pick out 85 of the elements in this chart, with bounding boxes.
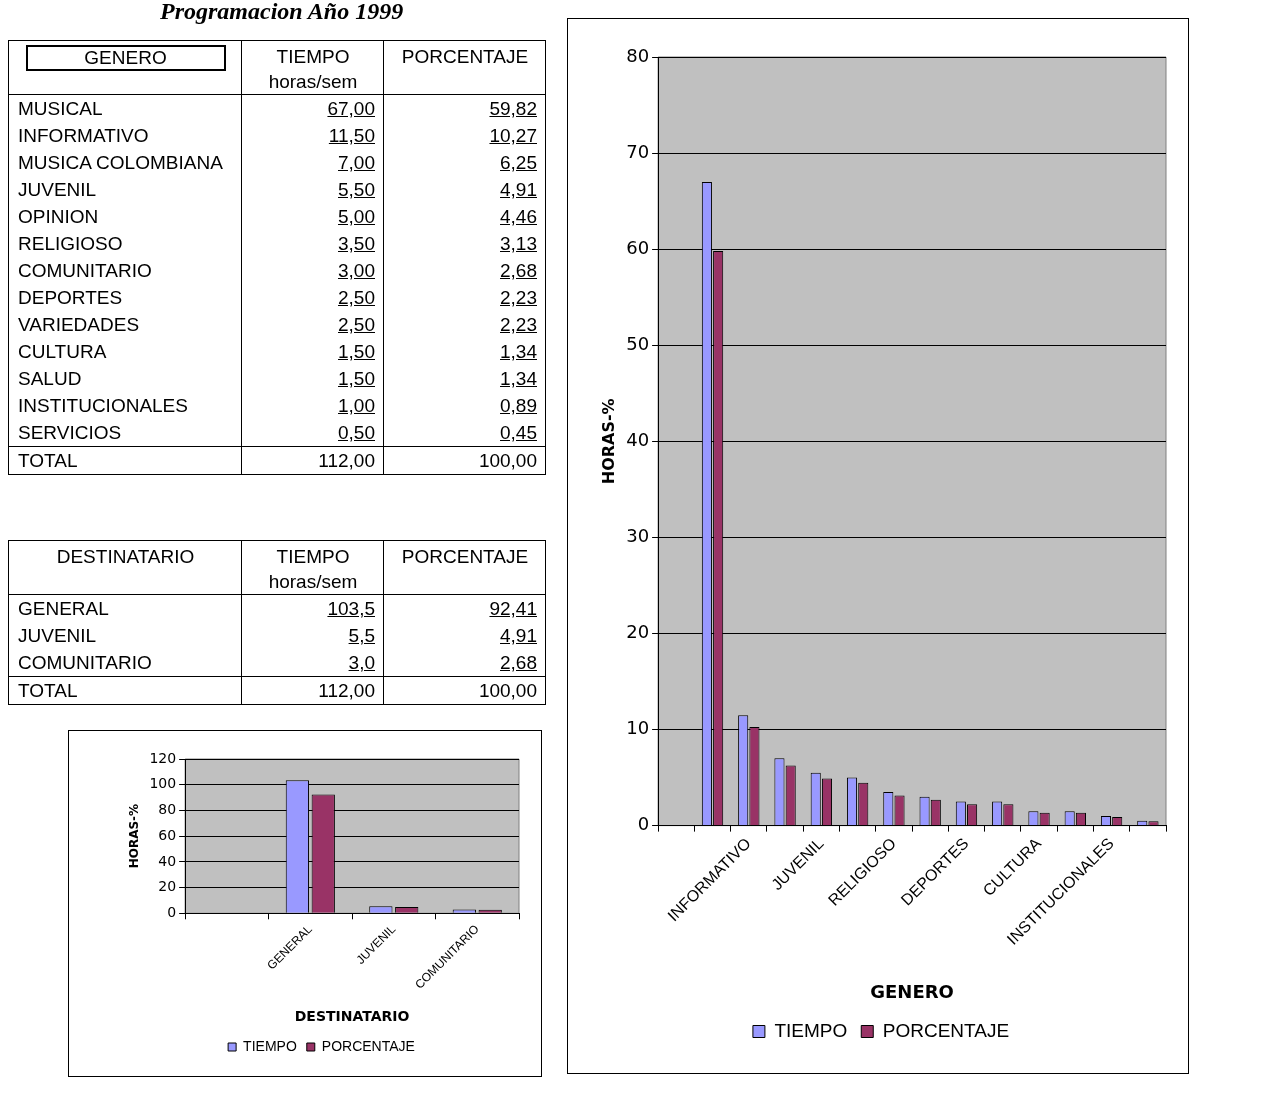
y-tick-label: 20	[158, 878, 177, 895]
text: 0,89	[500, 395, 537, 416]
legend-label: TIEMPO	[243, 1037, 297, 1054]
text: 2,68	[500, 260, 537, 281]
text: 7,00	[338, 152, 375, 173]
text: 2,50	[338, 287, 375, 308]
y-axis-title: HORAS-%	[127, 803, 142, 869]
text: 112,00	[241, 446, 384, 475]
y-tick-label: 0	[167, 903, 177, 920]
y-tick-label: 60	[626, 236, 650, 258]
y-tick-label: 10	[626, 717, 650, 739]
text: 92,41	[489, 598, 537, 619]
legend-label: PORCENTAJE	[321, 1037, 415, 1054]
text: 67,00	[327, 98, 375, 119]
text: COMUNITARIO	[8, 257, 242, 284]
text: 3,00	[338, 260, 375, 281]
text: Programacion Año 1999	[160, 0, 404, 25]
text: 100,00	[383, 446, 546, 475]
text: 103,5	[327, 598, 375, 619]
text: 1,50	[338, 368, 375, 389]
text: COMUNITARIO	[8, 649, 242, 677]
text: 3,0	[348, 652, 375, 673]
y-tick-label: 40	[626, 428, 650, 450]
text: 3,50	[338, 233, 375, 254]
text: GENERO	[25, 45, 226, 71]
text: 2,23	[500, 314, 537, 335]
y-tick-label: 30	[626, 525, 650, 547]
text: 1,50	[338, 341, 375, 362]
text: 4,46	[500, 206, 537, 227]
y-tick-label: 0	[637, 813, 650, 835]
text: 2,68	[500, 652, 537, 673]
text: 5,5	[348, 625, 375, 646]
y-tick-label: 70	[626, 140, 650, 162]
legend-label: PORCENTAJE	[882, 1019, 1010, 1041]
text: VARIEDADES	[8, 311, 242, 338]
y-tick-label: 120	[149, 749, 177, 766]
text: MUSICAL	[8, 94, 242, 122]
text: SERVICIOS	[8, 419, 242, 447]
text: TIEMPO horas/sem	[241, 40, 384, 95]
y-tick-label: 80	[158, 801, 177, 818]
text: JUVENIL	[8, 176, 242, 203]
text: DEPORTES	[8, 284, 242, 311]
text: INSTITUCIONALES	[8, 392, 242, 419]
y-tick-label: 20	[626, 621, 650, 643]
text: 59,82	[489, 98, 537, 119]
text: 1,34	[500, 368, 537, 389]
text: PORCENTAJE	[383, 540, 546, 595]
text: 5,50	[338, 179, 375, 200]
text: 4,91	[500, 179, 537, 200]
x-axis-title: DESTINATARIO	[294, 1008, 410, 1025]
text: 5,00	[338, 206, 375, 227]
text: MUSICA COLOMBIANA	[8, 149, 242, 176]
text: 0,50	[338, 422, 375, 443]
text: INFORMATIVO	[8, 122, 242, 149]
text: GENERAL	[8, 594, 242, 622]
text: TIEMPO horas/sem	[241, 540, 384, 595]
text: 1,34	[500, 341, 537, 362]
text: 4,91	[500, 625, 537, 646]
text: 6,25	[500, 152, 537, 173]
y-tick-label: 40	[158, 852, 177, 869]
y-axis-title: HORAS-%	[598, 398, 618, 485]
text: CULTURA	[8, 338, 242, 365]
legend-label: TIEMPO	[774, 1019, 848, 1041]
text: DESTINATARIO	[8, 540, 242, 595]
text: 11,50	[328, 125, 375, 146]
text: TOTAL	[8, 446, 242, 475]
y-tick-label: 80	[626, 44, 650, 66]
text: 2,50	[338, 314, 375, 335]
text: 2,23	[500, 287, 537, 308]
text: RELIGIOSO	[8, 230, 242, 257]
text: TOTAL	[8, 676, 242, 705]
text: 1,00	[338, 395, 375, 416]
text: 0,45	[500, 422, 537, 443]
text: 3,13	[500, 233, 537, 254]
y-tick-label: 50	[626, 332, 650, 354]
y-tick-label: 60	[158, 826, 177, 843]
text: 10,27	[489, 125, 537, 146]
y-tick-label: 100	[149, 775, 177, 792]
text: JUVENIL	[8, 622, 242, 649]
text: PORCENTAJE	[383, 40, 546, 95]
text: SALUD	[8, 365, 242, 392]
x-axis-title: GENERO	[870, 980, 954, 1002]
text: 100,00	[383, 676, 546, 705]
text: 112,00	[241, 676, 384, 705]
text: OPINION	[8, 203, 242, 230]
